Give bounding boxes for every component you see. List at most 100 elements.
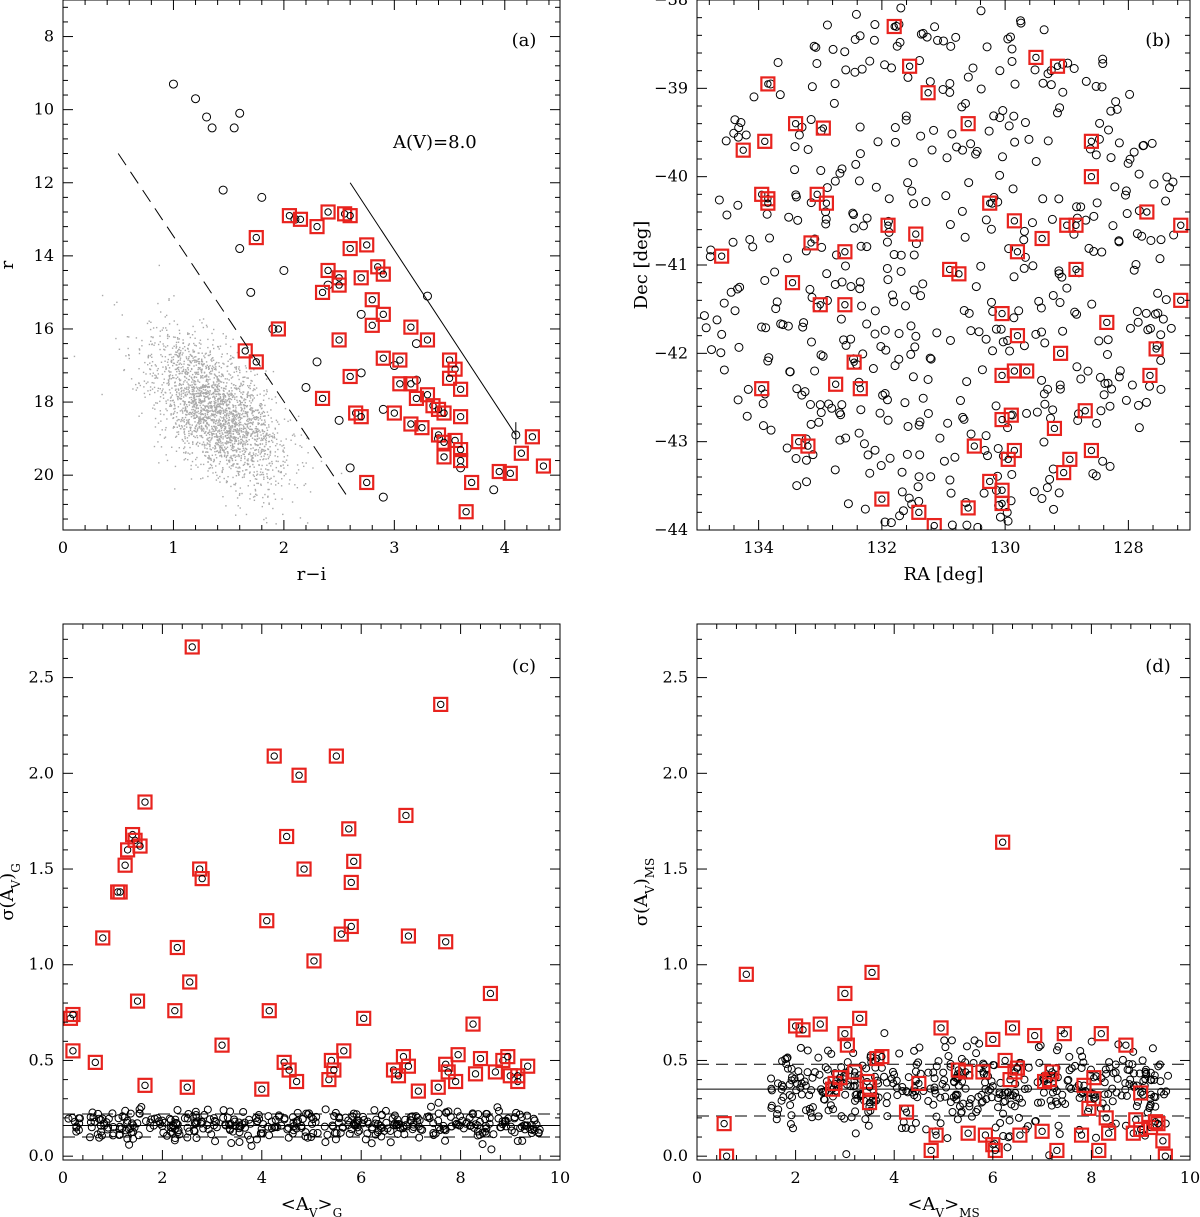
panel-a-field-dot	[225, 430, 228, 432]
panel-d-ytick-label: 0.0	[663, 1146, 688, 1165]
panel-a-field-dot	[222, 375, 224, 377]
panel-a-field-dot	[189, 361, 192, 364]
panel-a-field-dot	[212, 357, 214, 359]
panel-a-field-dot	[175, 351, 177, 353]
panel-a-field-dot	[211, 434, 213, 437]
panel-b-star-point	[701, 323, 711, 333]
panel-a-field-dot	[246, 432, 248, 435]
panel-a-field-dot	[294, 435, 296, 437]
panel-a-field-dot	[225, 459, 228, 461]
panel-d-selected-star	[1077, 1131, 1086, 1139]
panel-a-selected-star	[456, 445, 465, 454]
panel-a-field-dot	[187, 413, 190, 415]
panel-b-selected-star	[1177, 296, 1185, 305]
panel-c-selected-marker	[321, 1071, 337, 1088]
panel-a-field-dot	[202, 383, 204, 386]
panel-c-star-point	[204, 1125, 213, 1134]
panel-c-star-point	[308, 1119, 317, 1128]
panel-a-selected-star	[456, 385, 465, 393]
panel-a-field-dot	[244, 376, 246, 378]
panel-a-field-dot	[203, 416, 206, 418]
panel-a-field-dot	[193, 383, 196, 386]
panel-a-field-dot	[247, 392, 249, 394]
panel-a-field-dot	[239, 418, 242, 421]
panel-b-star-point	[841, 65, 851, 75]
panel-b-star-point	[880, 517, 890, 527]
panel-a-field-dot	[174, 436, 177, 438]
panel-d-selected-star	[1137, 1089, 1145, 1097]
panel-d-selected-marker	[1086, 1070, 1102, 1086]
panel-a-field-dot	[240, 459, 242, 462]
panel-b-star-point	[855, 31, 865, 41]
panel-a-field-dot	[223, 387, 226, 390]
panel-a-field-dot	[101, 294, 104, 297]
panel-a-field-dot	[118, 348, 121, 350]
panel-a-field-dot	[172, 336, 175, 338]
panel-c-star-point	[307, 1133, 316, 1142]
panel-a-field-dot	[238, 455, 240, 457]
panel-a-field-dot	[264, 404, 266, 407]
panel-a-field-dot	[269, 433, 271, 436]
panel-a-field-dot	[173, 425, 175, 428]
panel-b-star-point	[835, 408, 845, 418]
panel-a-field-dot	[273, 437, 276, 439]
panel-a-field-dot	[267, 481, 269, 484]
panel-a-field-dot	[188, 422, 190, 425]
panel-a-field-dot	[205, 434, 208, 436]
panel-b-star-point	[880, 389, 890, 399]
panel-d-star-point	[1047, 1101, 1056, 1110]
panel-c-selected-star	[394, 1072, 403, 1080]
panel-a-field-dot	[207, 379, 210, 381]
panel-a-field-dot	[228, 390, 230, 393]
panel-a-field-dot	[183, 360, 185, 363]
panel-a-field-dot	[240, 382, 242, 384]
panel-b-star-point	[816, 166, 826, 176]
panel-b-star-point	[902, 449, 912, 459]
panel-a-field-dot	[185, 423, 187, 426]
panel-a-field-dot	[213, 458, 215, 461]
panel-a-field-dot	[244, 422, 246, 425]
panel-c-selected-star	[476, 1054, 485, 1063]
panel-a-field-dot	[260, 455, 263, 458]
panel-a-field-dot	[246, 459, 248, 461]
panel-d-star-point	[1111, 1060, 1120, 1069]
panel-a-field-dot	[193, 356, 196, 358]
panel-b-star-point	[876, 461, 886, 471]
panel-a-field-dot	[203, 355, 205, 357]
panel-a-field-dot	[275, 460, 278, 462]
panel-b-star-point	[914, 420, 924, 430]
panel-a-field-dot	[262, 410, 265, 413]
panel-d-star-point	[1039, 1088, 1048, 1097]
panel-b-star-point	[765, 233, 775, 243]
panel-a-field-dot	[171, 446, 173, 448]
panel-a-field-dot	[253, 475, 256, 478]
panel-a-field-dot	[194, 371, 196, 374]
panel-b-star-point	[1020, 118, 1030, 128]
panel-a-field-dot	[232, 413, 235, 415]
panel-a-field-dot	[227, 437, 229, 439]
panel-c-selected-star	[454, 1051, 462, 1059]
panel-a-field-dot	[222, 409, 225, 411]
panel-a-field-dot	[256, 435, 259, 438]
panel-a-field-dot	[178, 373, 181, 375]
panel-a-field-dot	[230, 392, 232, 394]
panel-a-field-dot	[186, 373, 189, 376]
panel-a-field-dot	[200, 386, 202, 388]
panel-a-field-dot	[196, 435, 198, 437]
panel-a-selected-star	[423, 336, 432, 344]
panel-a-field-dot	[143, 392, 146, 395]
panel-a-field-dot	[215, 383, 217, 386]
panel-a-field-dot	[270, 439, 273, 442]
panel-a-field-dot	[156, 402, 159, 404]
panel-b-star-point	[749, 92, 759, 102]
panel-a-field-dot	[204, 356, 206, 359]
panel-c-selected-star	[285, 1066, 293, 1074]
panel-d-ytick-label: 2.5	[663, 668, 688, 687]
panel-d-star-point	[1045, 1151, 1054, 1160]
panel-a-field-dot	[198, 381, 201, 383]
panel-a-xlabel: r−i	[297, 564, 327, 585]
panel-a-field-dot	[226, 432, 229, 434]
panel-a-field-dot	[182, 383, 184, 386]
panel-b-star-point	[1047, 214, 1057, 224]
panel-a-selected-star	[379, 310, 387, 319]
